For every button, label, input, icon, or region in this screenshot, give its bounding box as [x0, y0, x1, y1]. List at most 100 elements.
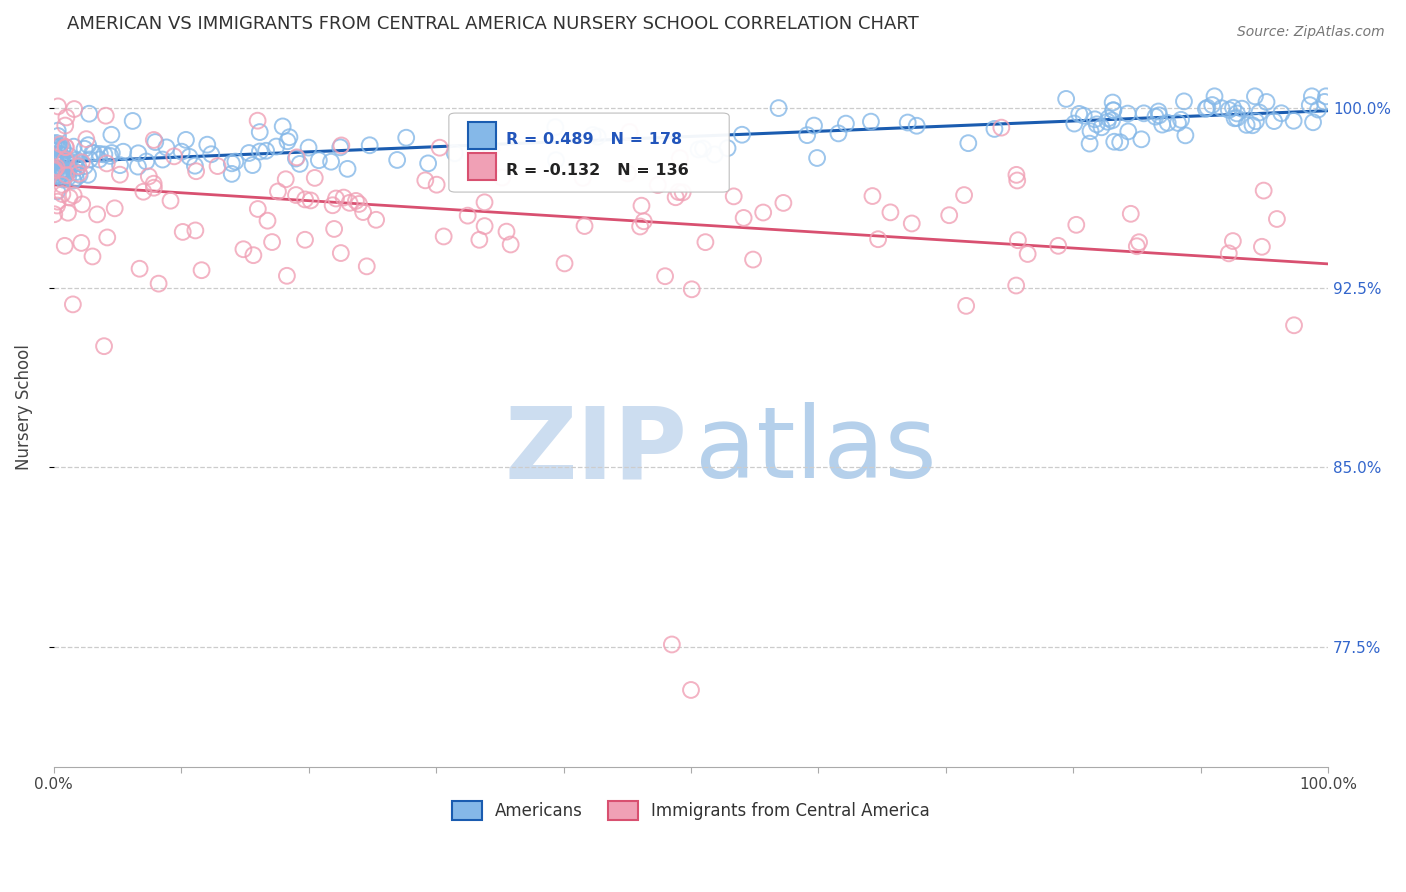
Point	[45, 136, 67, 150]
Point	[1080, 124, 1102, 138]
Point	[628, 219, 651, 234]
Point	[75, 132, 97, 146]
Point	[803, 119, 825, 133]
Point	[249, 125, 271, 139]
Legend: Americans, Immigrants from Central America: Americans, Immigrants from Central Ameri…	[446, 794, 936, 827]
Point	[1174, 128, 1197, 143]
Point	[859, 114, 882, 128]
Point	[1126, 239, 1149, 253]
Point	[63, 157, 86, 171]
Point	[1064, 218, 1087, 232]
Point	[1301, 89, 1323, 103]
Point	[1005, 173, 1028, 187]
Point	[55, 140, 77, 154]
Point	[69, 168, 91, 182]
Point	[862, 189, 884, 203]
Point	[70, 197, 93, 211]
Point	[495, 225, 517, 239]
Point	[135, 154, 157, 169]
Point	[67, 167, 90, 181]
Point	[55, 153, 77, 167]
Point	[65, 161, 87, 175]
Point	[294, 233, 316, 247]
Point	[46, 124, 69, 138]
Point	[1109, 136, 1132, 150]
Point	[48, 164, 70, 178]
Point	[1005, 168, 1028, 182]
Point	[70, 155, 93, 169]
Point	[1085, 117, 1108, 131]
Point	[339, 195, 361, 210]
Point	[900, 217, 922, 231]
Point	[1218, 246, 1240, 260]
Point	[264, 139, 287, 153]
FancyBboxPatch shape	[449, 113, 730, 192]
Point	[695, 235, 717, 249]
Point	[669, 151, 692, 165]
Point	[42, 156, 65, 170]
Point	[416, 156, 439, 170]
Point	[73, 142, 96, 156]
Point	[1147, 108, 1170, 122]
Point	[121, 114, 143, 128]
Point	[246, 113, 269, 128]
Point	[574, 219, 596, 233]
Point	[692, 142, 714, 156]
Point	[1069, 107, 1091, 121]
Point	[46, 184, 69, 198]
Point	[56, 166, 79, 180]
Point	[132, 185, 155, 199]
Point	[224, 154, 246, 169]
Point	[42, 139, 65, 153]
Point	[468, 233, 491, 247]
Point	[238, 146, 260, 161]
Point	[366, 212, 388, 227]
Point	[716, 141, 738, 155]
Point	[332, 190, 354, 204]
Point	[142, 180, 165, 194]
Point	[284, 152, 307, 166]
Point	[45, 160, 67, 174]
Text: atlas: atlas	[695, 402, 936, 500]
Point	[94, 109, 117, 123]
Point	[835, 117, 858, 131]
Point	[128, 261, 150, 276]
Point	[329, 140, 352, 154]
Point	[647, 178, 669, 192]
Point	[879, 205, 901, 219]
Point	[55, 111, 77, 125]
Point	[1204, 89, 1226, 103]
Point	[385, 153, 408, 167]
Point	[1236, 118, 1258, 132]
Point	[58, 149, 80, 163]
Point	[51, 153, 73, 168]
Point	[1222, 234, 1244, 248]
Point	[474, 219, 496, 233]
Point	[51, 178, 73, 192]
Point	[63, 102, 86, 116]
Point	[586, 129, 609, 144]
Point	[262, 235, 284, 249]
Point	[1097, 112, 1119, 126]
Point	[1101, 95, 1123, 110]
Point	[1102, 135, 1125, 149]
Point	[52, 140, 75, 154]
Point	[742, 252, 765, 267]
Point	[148, 277, 170, 291]
Point	[1222, 101, 1244, 115]
Point	[544, 153, 567, 168]
Text: ZIP: ZIP	[505, 402, 688, 500]
Point	[44, 162, 66, 177]
Point	[48, 169, 70, 183]
Point	[184, 164, 207, 178]
Point	[1195, 102, 1218, 116]
Point	[806, 151, 828, 165]
Point	[630, 199, 652, 213]
Point	[48, 140, 70, 154]
Point	[1197, 101, 1219, 115]
Point	[142, 177, 165, 191]
Point	[299, 194, 322, 208]
Point	[983, 122, 1005, 136]
Point	[108, 158, 131, 172]
Point	[170, 145, 193, 159]
